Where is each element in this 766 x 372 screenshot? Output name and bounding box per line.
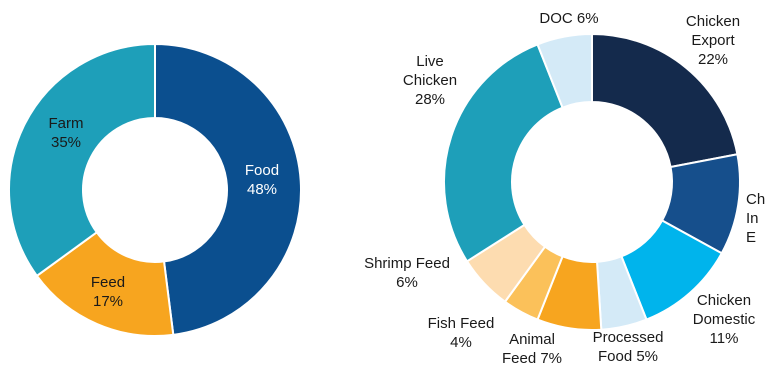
slice-label-line: Chicken — [697, 292, 751, 309]
slice-label: Chicken Export 22% — [686, 13, 740, 68]
slice-label-line: 28% — [415, 91, 445, 108]
donut-slice — [443, 43, 564, 263]
slice-label-line: E — [746, 229, 756, 246]
slice-label: Shrimp Feed 6% — [364, 255, 450, 291]
slice-label-line: 35% — [51, 134, 81, 151]
slice-label: Chicken Domestic 11% — [693, 292, 756, 347]
slice-label: Fish Feed 4% — [428, 315, 495, 351]
slice-label: Food 48% — [245, 162, 279, 198]
slice-label-line: 6% — [396, 274, 418, 291]
donut-slice — [591, 32, 739, 169]
slice-label-line: Farm — [49, 115, 84, 132]
slice-label-line: Export — [691, 32, 735, 49]
slice-label-line: Chicken — [686, 13, 740, 30]
slice-label-line: Animal — [509, 331, 555, 348]
slice-label-line: Live — [416, 53, 444, 70]
slice-label: Animal Feed 7% — [502, 331, 562, 367]
slice-label-line: DOC 6% — [539, 10, 598, 27]
slice-label-line: Shrimp Feed — [364, 255, 450, 272]
slice-label-line: In — [746, 210, 759, 227]
donut-slice — [154, 42, 302, 336]
slice-label-line: Feed 7% — [502, 350, 562, 367]
slice-label-line: Chicken — [403, 72, 457, 89]
slice-label-line: Domestic — [693, 311, 756, 328]
slice-label-line: 48% — [247, 181, 277, 198]
donut-slice — [536, 32, 593, 109]
left-donut-chart: Food 48% Feed 17% Farm 35% — [8, 42, 302, 337]
donut-slice — [35, 230, 175, 337]
slice-label: Ch In E — [746, 191, 765, 246]
slice-label-line: Fish Feed — [428, 315, 495, 332]
slice-label-line: Ch — [746, 191, 765, 208]
slice-label-line: 22% — [698, 51, 728, 68]
slice-label-line: 4% — [450, 334, 472, 351]
slice-label: Live Chicken 28% — [403, 53, 457, 108]
slice-label-line: Processed — [593, 329, 664, 346]
slice-label-line: Feed — [91, 274, 125, 291]
slice-label-line: Food — [245, 162, 279, 179]
donut-slice — [8, 42, 156, 278]
slice-label: DOC 6% — [539, 10, 598, 27]
slice-label-line: 11% — [710, 330, 739, 347]
slice-label-line: Food 5% — [598, 348, 658, 365]
slice-label-line: 17% — [93, 293, 123, 310]
slice-label: Farm 35% — [49, 115, 84, 151]
slice-label: Feed 17% — [91, 274, 125, 310]
right-donut-chart: Chicken Export 22% Ch In E Chicken Domestic 11% P… — [364, 10, 765, 367]
slice-label: Processed Food 5% — [593, 329, 664, 365]
